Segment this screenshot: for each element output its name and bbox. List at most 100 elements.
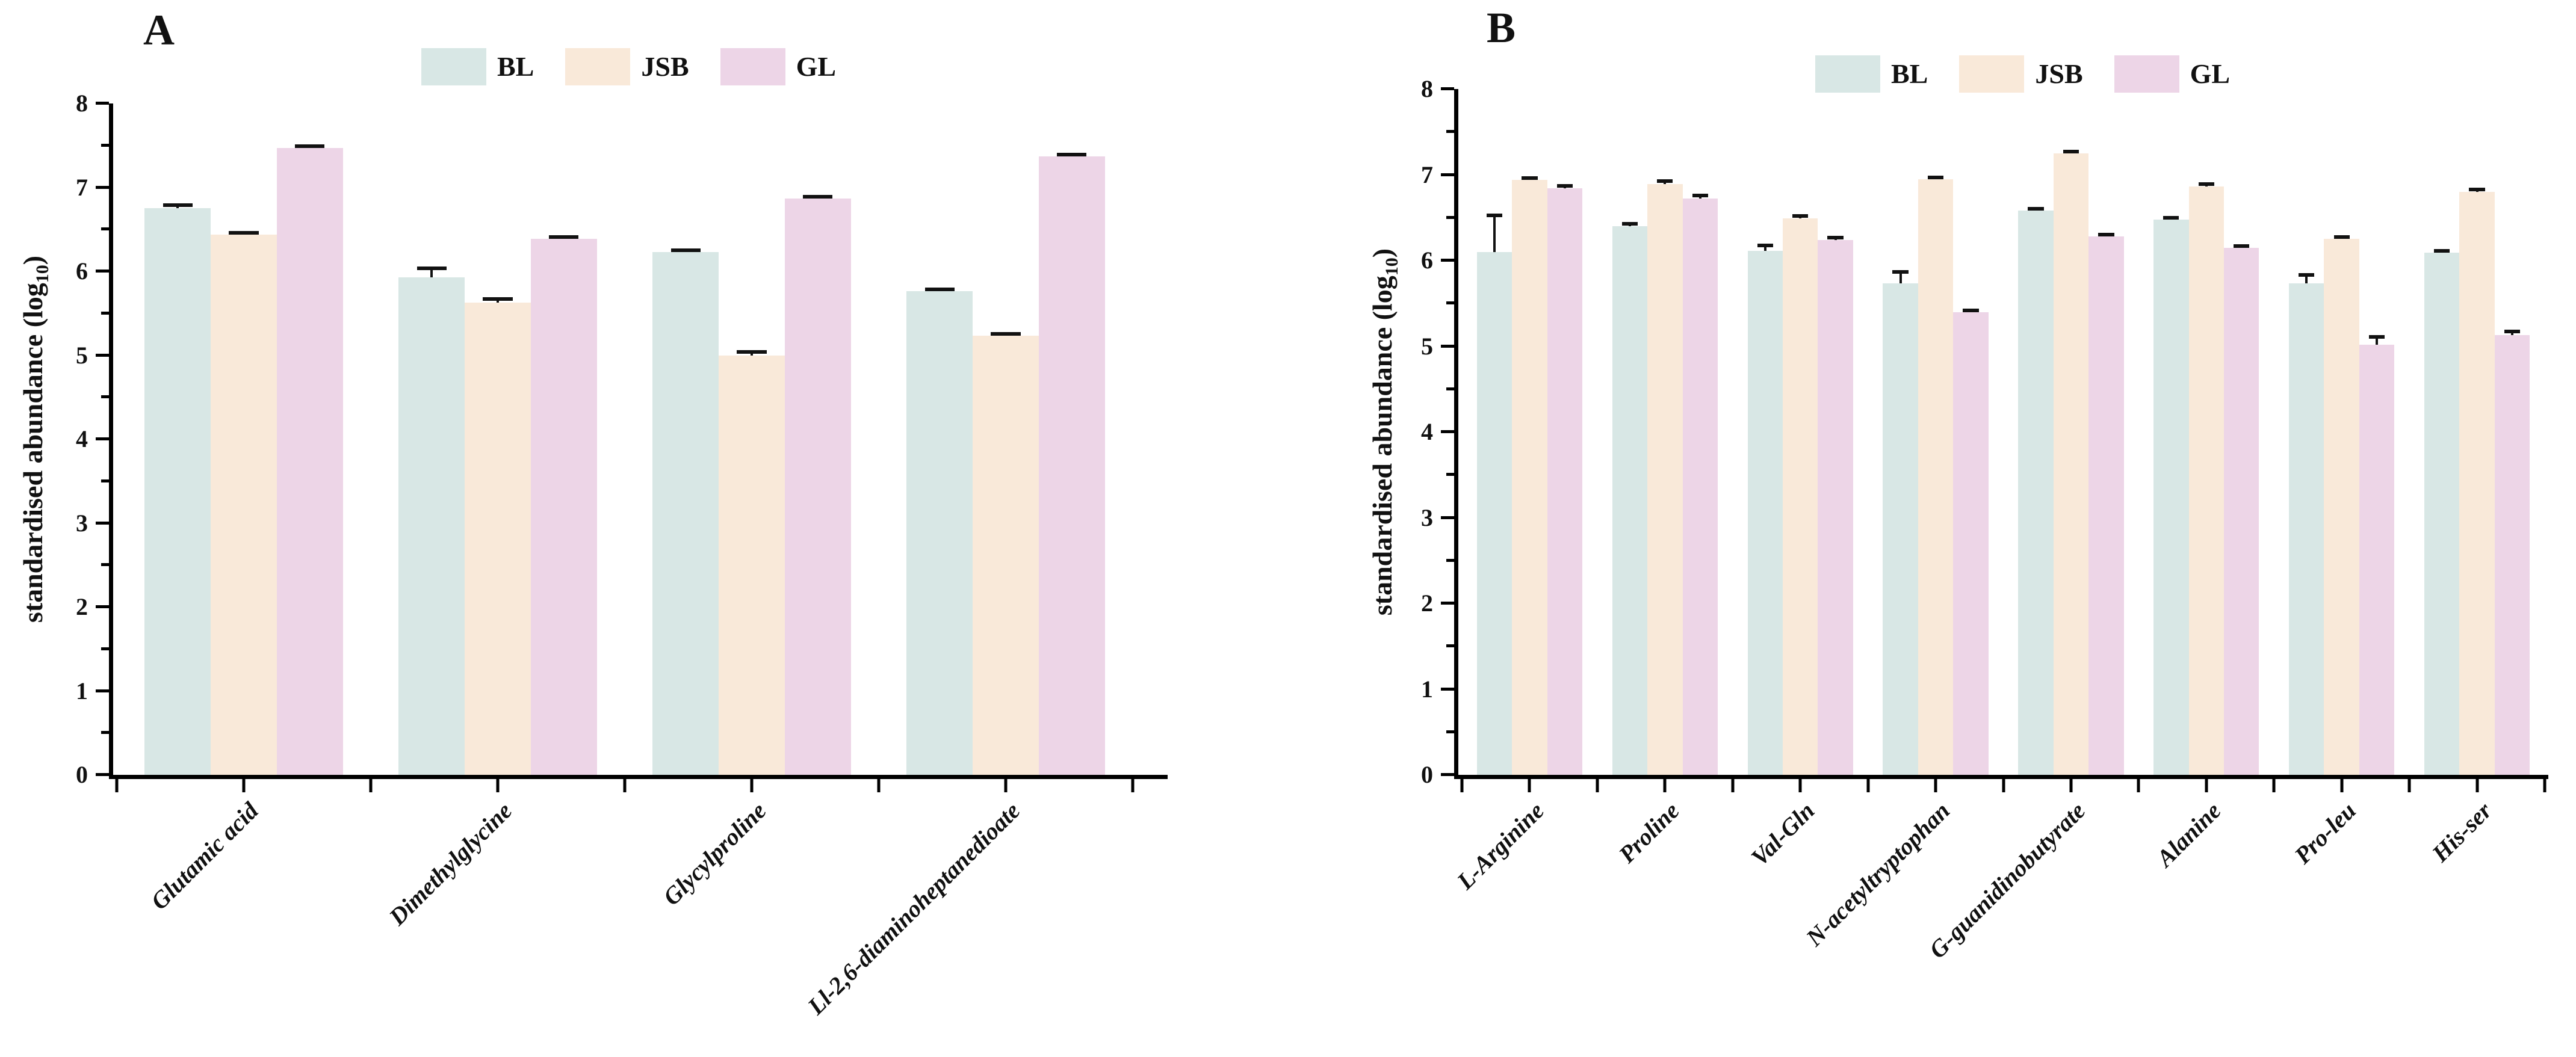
x-boundary-tick xyxy=(1460,779,1464,792)
bar-group xyxy=(625,103,879,775)
legend-label: JSB xyxy=(641,51,689,82)
panel-a-legend: BL JSB GL xyxy=(421,48,836,85)
error-bar xyxy=(1783,214,1818,219)
bar xyxy=(1647,184,1683,775)
x-major-tick xyxy=(2340,779,2344,792)
bar-slot xyxy=(1953,89,1989,775)
error-bar xyxy=(652,248,719,252)
bar-slot xyxy=(2459,89,2495,775)
x-boundary-tick xyxy=(1731,779,1735,792)
y-major-tick xyxy=(96,437,109,440)
y-tick-label: 3 xyxy=(76,509,88,537)
panel-a-plot-area: 0 1 2 3 4 5 6 7 8 Glutamic acid Dimethylglycine Gly… xyxy=(76,90,1168,1020)
error-bar xyxy=(973,332,1039,336)
y-axis-label-text: standardised abundance (log10) xyxy=(1366,248,1402,616)
bar xyxy=(1512,180,1547,775)
error-bar xyxy=(719,350,785,356)
y-minor-tick xyxy=(1446,215,1454,219)
bar-group xyxy=(879,103,1133,775)
panel-b-plot-area: 0 1 2 3 4 5 6 7 8 L-Arginine Proline Val-Gln N-acety… xyxy=(1421,75,2548,964)
bar-slot xyxy=(784,103,851,775)
y-minor-tick xyxy=(101,311,109,315)
y-tick-label: 1 xyxy=(76,677,88,704)
panel-b-title: B xyxy=(1487,4,1516,52)
x-major-tick xyxy=(242,779,246,792)
error-bar xyxy=(2018,207,2053,211)
error-bar xyxy=(1883,270,1918,284)
bar xyxy=(1953,312,1989,775)
y-tick-label: 4 xyxy=(76,425,88,452)
legend-label: BL xyxy=(1891,58,1928,89)
bar-slot xyxy=(2224,89,2259,775)
bar xyxy=(1747,251,1783,775)
error-bar xyxy=(1647,179,1682,185)
bar-slot xyxy=(2289,89,2324,775)
error-bar xyxy=(465,297,531,303)
legend-swatch-gl xyxy=(720,48,785,85)
x-major-tick xyxy=(1663,779,1667,792)
bar xyxy=(1883,283,1918,775)
bar-group xyxy=(371,103,625,775)
bar xyxy=(465,302,531,775)
bar-slot xyxy=(2088,89,2124,775)
y-major-tick xyxy=(96,605,109,608)
y-minor-tick xyxy=(1446,130,1454,134)
bar-slot xyxy=(2359,89,2395,775)
x-category-label: Val-Gln xyxy=(1745,797,1820,871)
x-category-label: N-acetyltryptophan xyxy=(1801,797,1955,952)
y-tick-label: 6 xyxy=(1421,247,1433,274)
error-bar xyxy=(2359,334,2394,345)
bar-slot xyxy=(144,103,211,775)
x-category-label: Pro-leu xyxy=(2289,797,2362,869)
x-boundary-tick xyxy=(877,779,881,792)
bar-slot xyxy=(1647,89,1683,775)
bar xyxy=(1547,188,1583,775)
bar-slot xyxy=(2424,89,2460,775)
bar xyxy=(2188,186,2225,775)
bar-group xyxy=(2138,89,2274,775)
bar-slot xyxy=(1747,89,1783,775)
y-tick-label: 0 xyxy=(76,761,88,788)
bar xyxy=(398,277,465,775)
y-minor-tick xyxy=(101,227,109,231)
x-boundary-tick xyxy=(115,779,119,792)
bar xyxy=(1476,251,1512,775)
bar-slot xyxy=(1038,103,1105,775)
error-bar xyxy=(1512,176,1547,180)
bar-slot xyxy=(276,103,343,775)
legend-label: GL xyxy=(2190,58,2231,89)
x-axis-line xyxy=(1454,775,2548,779)
bar xyxy=(1818,239,1853,775)
y-tick-label: 2 xyxy=(76,593,88,620)
y-axis-line xyxy=(109,103,113,779)
error-bar xyxy=(1953,308,1988,312)
error-bar xyxy=(906,287,973,292)
bar-slot xyxy=(1547,89,1583,775)
y-major-tick xyxy=(1441,602,1454,605)
error-bar xyxy=(2189,182,2224,187)
y-major-tick xyxy=(96,773,109,776)
bar-group xyxy=(117,103,371,775)
x-boundary-tick xyxy=(1596,779,1599,792)
y-tick-label: 8 xyxy=(1421,75,1433,102)
bar xyxy=(2459,192,2495,775)
y-major-tick xyxy=(1441,259,1454,262)
error-bar xyxy=(1683,193,1718,199)
y-tick-label: 7 xyxy=(76,173,88,201)
bar-slot xyxy=(2324,89,2359,775)
bar-slot xyxy=(1682,89,1718,775)
bar xyxy=(719,355,785,775)
x-category-label: L-Arginine xyxy=(1451,797,1549,895)
bar-slot xyxy=(1818,89,1853,775)
y-minor-tick xyxy=(1446,730,1454,733)
y-minor-tick xyxy=(1446,387,1454,390)
y-major-tick xyxy=(1441,173,1454,176)
x-major-tick xyxy=(2475,779,2479,792)
y-tick-label: 0 xyxy=(1421,761,1433,788)
bar xyxy=(144,208,211,775)
y-major-tick xyxy=(96,185,109,189)
bar xyxy=(2424,253,2460,775)
bar-slot xyxy=(1476,89,1512,775)
error-bar xyxy=(1918,175,1953,179)
